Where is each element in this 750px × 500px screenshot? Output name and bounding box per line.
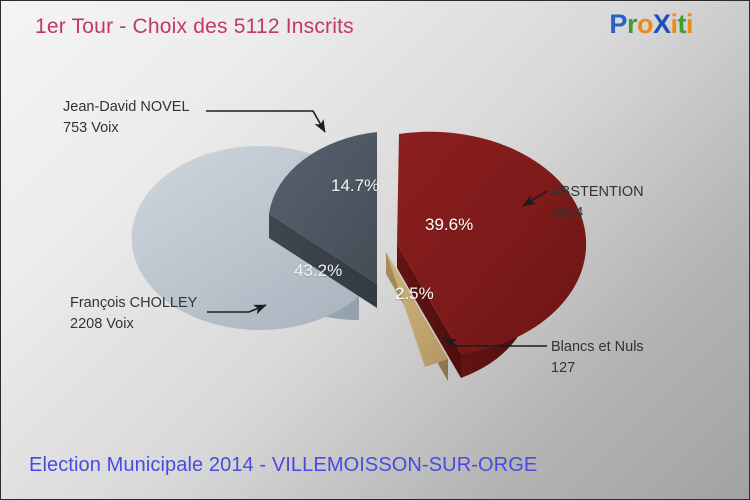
pie-slice-blancs-top <box>386 252 448 367</box>
logo-letter-r: r <box>626 9 638 39</box>
callout-novel-value: 753 Voix <box>63 120 119 137</box>
pie-slice-novel-top <box>269 132 377 284</box>
pie-label-blancs-percent: 2.5% <box>395 284 434 303</box>
callout-abstention-name: ABSTENTION <box>551 184 644 200</box>
leader-line-novel <box>206 110 326 133</box>
callout-blancs-name: Blancs et Nuls <box>551 339 644 355</box>
logo-letter-o: o <box>636 9 654 39</box>
callout-cholley-value: 2208 Voix <box>70 316 134 333</box>
logo-letter-i1: i <box>670 9 678 39</box>
callout-abstention: ABSTENTION 2024 <box>551 182 644 224</box>
logo-letter-t: t <box>677 9 686 39</box>
callout-novel: Jean-David NOVEL 753 Voix <box>63 97 190 139</box>
callout-novel-name: Jean-David NOVEL <box>63 99 190 115</box>
pie-slice-blancs[interactable] <box>386 252 448 381</box>
pie-slice-novel[interactable] <box>269 132 377 308</box>
logo-letter-p: P <box>609 9 627 39</box>
pie-label-cholley-percent: 43.2% <box>294 261 343 280</box>
page-title: 1er Tour - Choix des 5112 Inscrits <box>35 15 354 38</box>
proxiti-logo[interactable]: ProXiti <box>609 11 693 38</box>
pie-label-novel-percent: 14.7% <box>331 176 380 195</box>
logo-letter-x: X <box>652 9 671 39</box>
logo-letter-i2: i <box>685 9 694 39</box>
footer-caption: Election Municipale 2014 - VILLEMOISSON-… <box>29 454 538 476</box>
pie-slice-abstention-top <box>397 131 587 354</box>
callout-cholley-name: François CHOLLEY <box>70 295 198 311</box>
pie-slice-abstention-side2 <box>461 244 532 378</box>
leader-line-abstention <box>522 190 548 207</box>
callout-blancs-value: 127 <box>551 360 576 377</box>
callout-abstention-value: 2024 <box>551 205 584 222</box>
leader-line-cholley <box>207 304 267 315</box>
leader-line-blancs <box>443 337 547 349</box>
callout-blancs: Blancs et Nuls 127 <box>551 337 644 379</box>
pie-slice-novel-side <box>269 214 377 308</box>
pie-label-abstention-percent: 39.6% <box>425 215 474 234</box>
callout-cholley: François CHOLLEY 2208 Voix <box>70 293 197 335</box>
